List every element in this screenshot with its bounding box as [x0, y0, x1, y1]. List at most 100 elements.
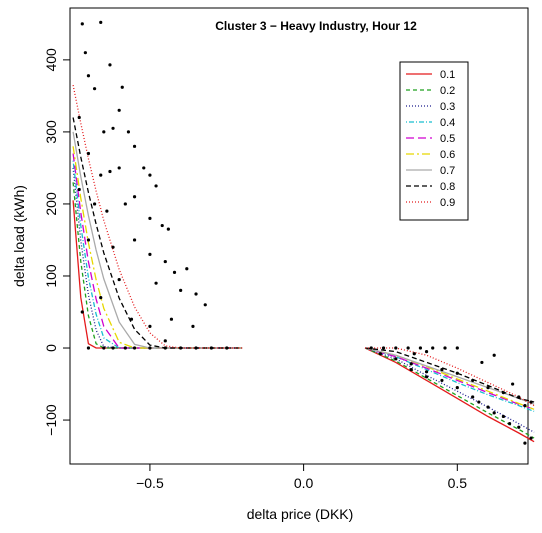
scatter-point — [507, 422, 512, 426]
scatter-point — [381, 346, 386, 350]
scatter-point — [440, 368, 444, 372]
scatter-point — [80, 22, 84, 26]
legend-label: 0.5 — [440, 133, 455, 145]
scatter-point — [501, 414, 506, 419]
scatter-point — [105, 209, 109, 213]
legend-label: 0.9 — [440, 197, 455, 209]
scatter-point — [160, 223, 164, 228]
scatter-point — [111, 126, 115, 130]
legend-label: 0.2 — [440, 85, 455, 97]
scatter-point — [123, 202, 127, 206]
scatter-point — [99, 173, 103, 177]
legend-box — [399, 61, 469, 221]
scatter-point — [431, 346, 435, 350]
scatter-point — [117, 108, 121, 112]
y-tick-label: 300 — [43, 120, 59, 144]
scatter-point — [486, 386, 490, 390]
scatter-point — [86, 238, 91, 242]
scatter-point — [406, 346, 410, 350]
scatter-point — [132, 238, 137, 242]
scatter-point — [409, 368, 413, 372]
scatter-point — [117, 277, 121, 282]
scatter-point — [129, 317, 134, 321]
scatter-point — [154, 184, 158, 188]
scatter-point — [169, 317, 174, 321]
scatter-point — [225, 346, 229, 350]
y-tick-label: 100 — [43, 264, 59, 288]
scatter-point — [529, 436, 533, 440]
scatter-point — [529, 400, 533, 404]
scatter-point — [486, 405, 490, 409]
scatter-point — [132, 195, 137, 199]
scatter-point — [409, 362, 413, 366]
scatter-point — [148, 346, 152, 350]
scatter-point — [86, 346, 91, 350]
scatter-point — [471, 395, 475, 399]
quantile-line — [72, 160, 535, 413]
y-tick-label: 0 — [43, 344, 59, 352]
scatter-point — [99, 295, 103, 300]
y-tick-label: 200 — [43, 192, 59, 216]
legend-label: 0.1 — [440, 69, 455, 81]
x-axis-label: delta price (DKK) — [247, 506, 354, 522]
scatter-point — [148, 324, 152, 329]
x-tick-label: 0.5 — [448, 475, 468, 491]
scatter-point — [209, 346, 213, 350]
scatter-point — [492, 411, 496, 415]
quantile-line — [72, 182, 535, 439]
scatter-point — [86, 74, 91, 78]
scatter-point — [179, 346, 183, 350]
scatter-point — [92, 87, 97, 91]
legend-label: 0.4 — [440, 117, 455, 129]
scatter-point — [194, 346, 198, 350]
scatter-point — [86, 151, 91, 156]
scatter-point — [418, 346, 423, 350]
scatter-point — [455, 346, 459, 350]
legend-label: 0.6 — [440, 149, 455, 161]
scatter-point — [517, 425, 521, 429]
scatter-point — [172, 270, 177, 274]
scatter-point — [132, 346, 137, 350]
scatter-point — [394, 346, 398, 350]
scatter-point — [480, 360, 484, 365]
scatter-point — [111, 245, 115, 249]
scatter-point — [523, 404, 527, 408]
scatter-point — [117, 166, 121, 170]
plot-frame — [69, 7, 529, 465]
scatter-point — [511, 382, 515, 386]
scatter-point — [477, 400, 481, 404]
scatter-point — [142, 166, 146, 170]
scatter-point — [148, 216, 152, 220]
scatter-point — [111, 346, 115, 350]
legend-label: 0.3 — [440, 101, 455, 113]
scatter-point — [517, 395, 521, 399]
scatter-point — [92, 202, 97, 206]
scatter-point — [471, 378, 475, 383]
scatter-point — [163, 259, 167, 264]
x-tick-label: 0.0 — [294, 475, 314, 491]
scatter-point — [412, 352, 416, 356]
scatter-point — [154, 281, 158, 285]
scatter-point — [455, 386, 459, 390]
scatter-point — [424, 350, 429, 354]
scatter-point — [123, 346, 127, 350]
x-tick-label: −0.5 — [136, 475, 164, 491]
y-axis-label: delta load (kWh) — [11, 185, 27, 287]
legend-label: 0.8 — [440, 181, 455, 193]
scatter-point — [424, 370, 429, 374]
quantile-line — [72, 146, 535, 410]
y-tick-label: −100 — [43, 404, 59, 436]
legend-label: 0.7 — [440, 165, 455, 177]
quantile-line — [72, 167, 535, 433]
scatter-point — [203, 303, 207, 307]
scatter-point — [455, 371, 459, 375]
scatter-point — [443, 346, 447, 350]
scatter-point — [523, 441, 527, 445]
scatter-point — [163, 339, 167, 343]
scatter-point — [83, 51, 87, 55]
scatter-point — [394, 357, 398, 361]
scatter-point — [102, 130, 106, 134]
scatter-point — [501, 391, 506, 395]
scatter-point — [492, 353, 496, 357]
scatter-point — [148, 173, 152, 177]
